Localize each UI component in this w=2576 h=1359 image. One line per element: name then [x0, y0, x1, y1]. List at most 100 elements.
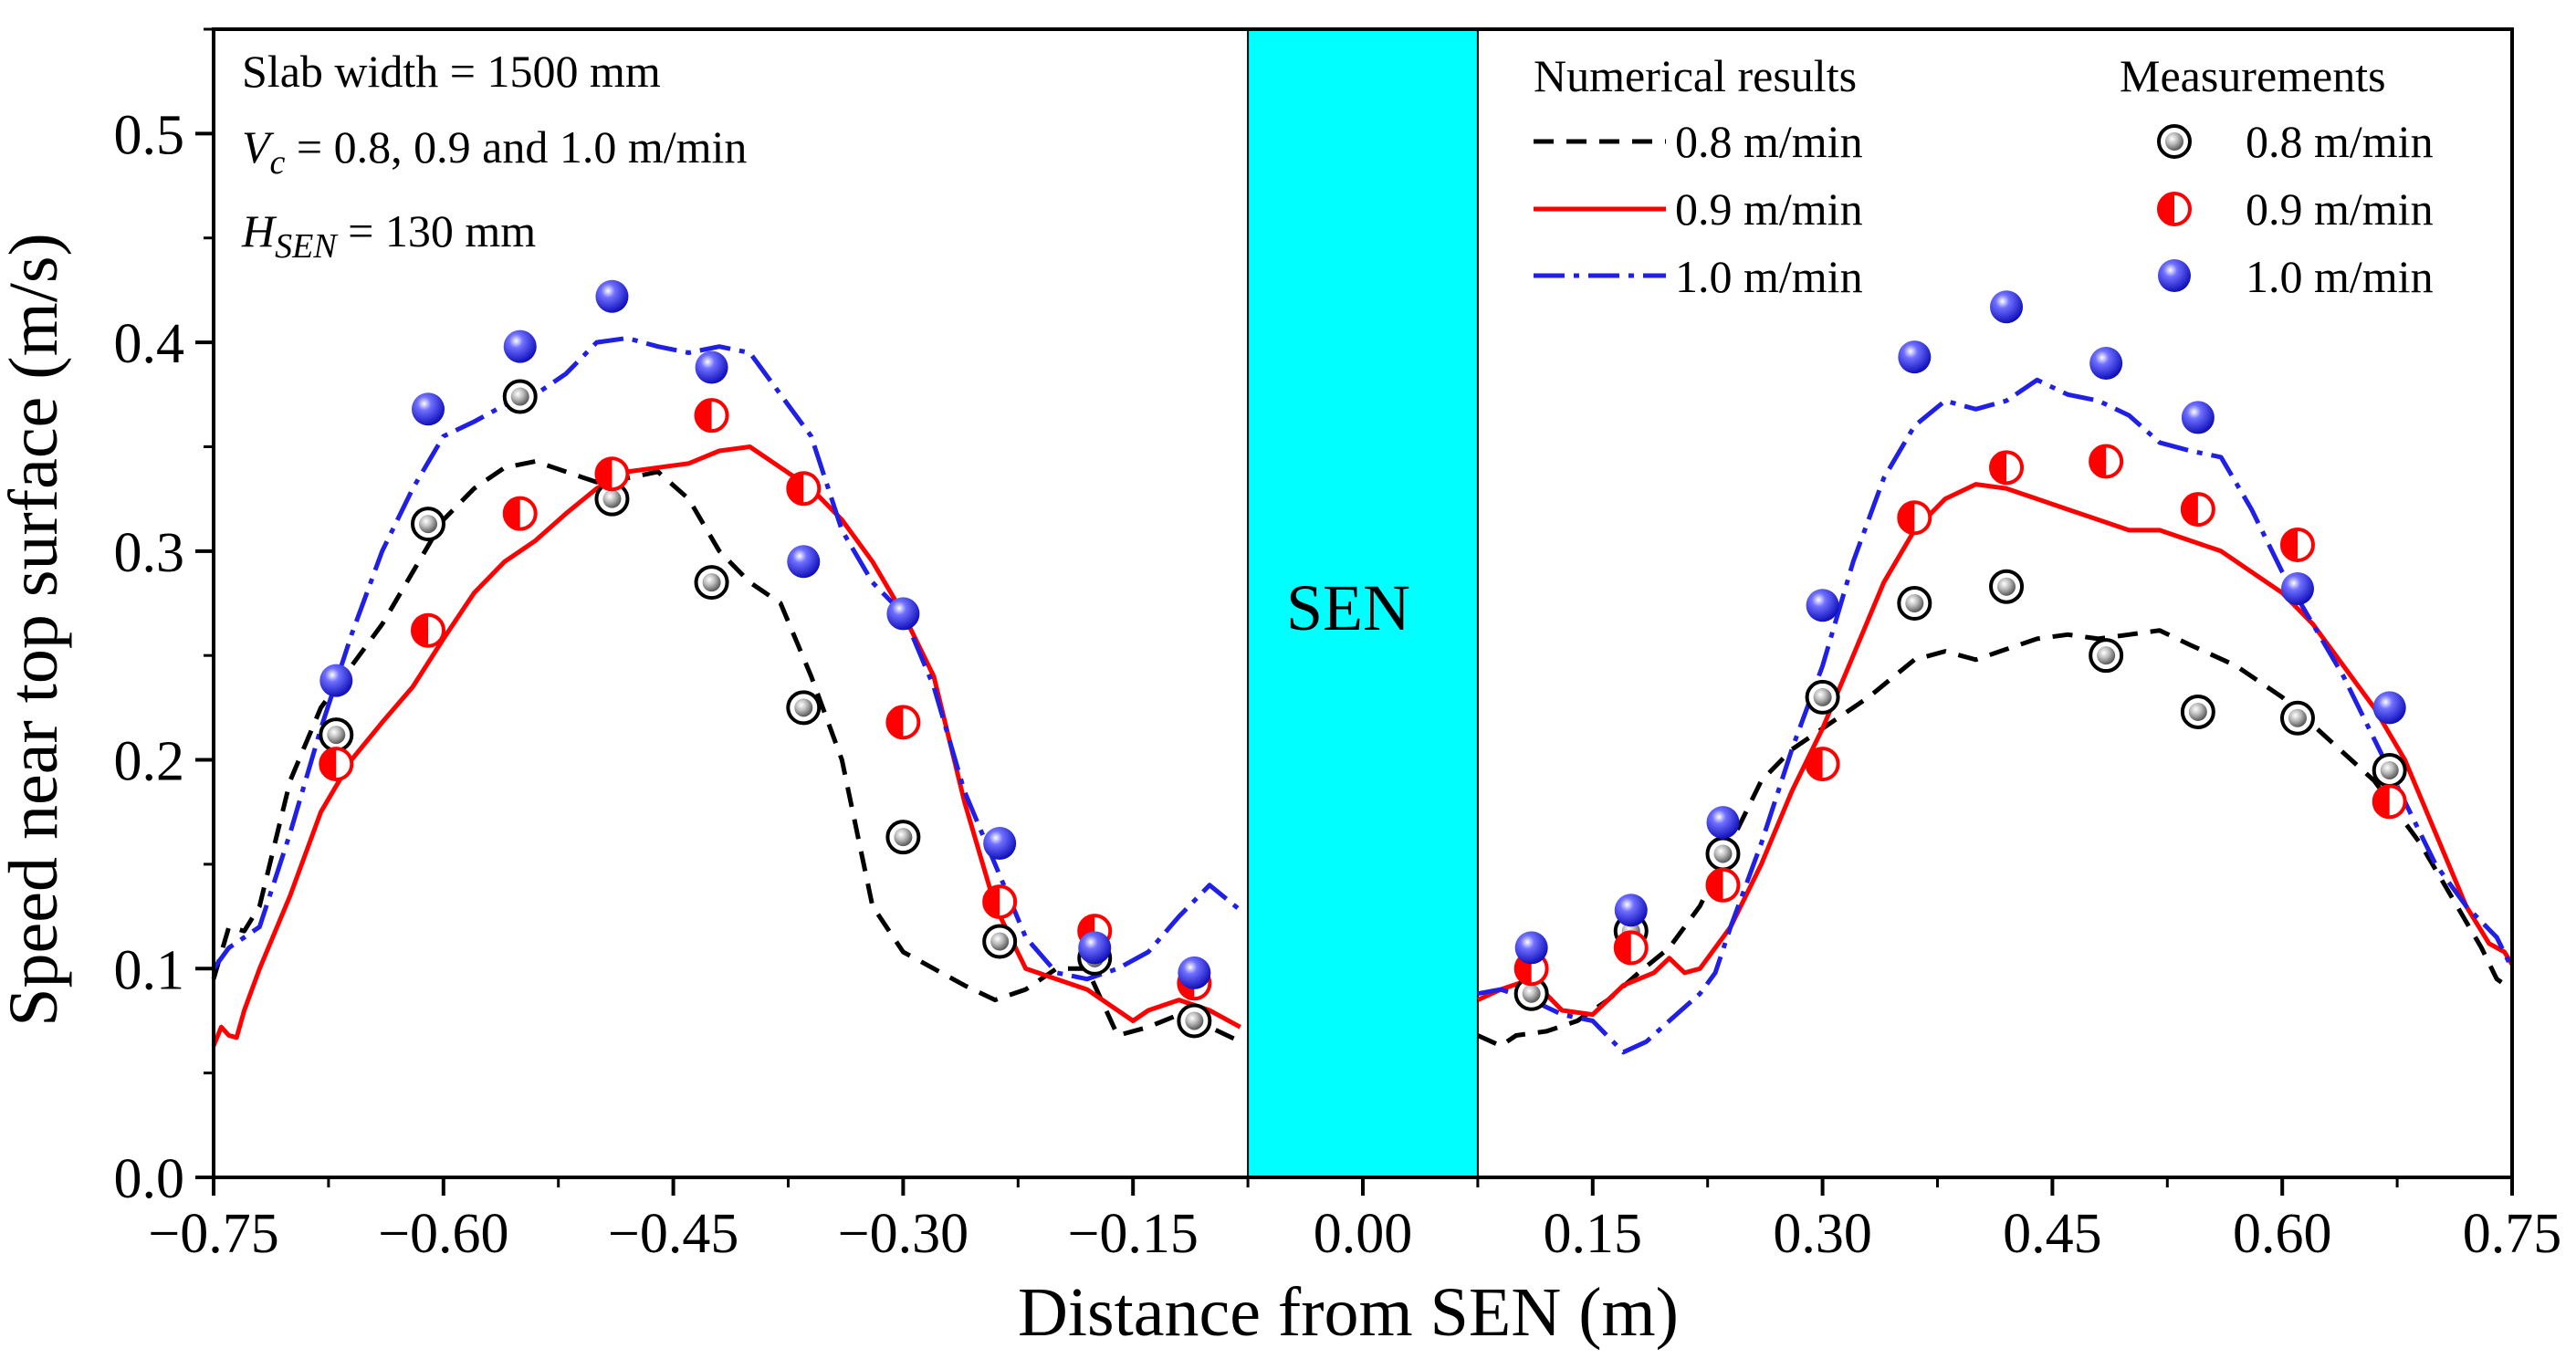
- marker-ball: [2380, 760, 2399, 779]
- marker-half-fill: [2373, 786, 2390, 818]
- annotation-vc-symbol: V: [242, 121, 275, 172]
- y-tick-label: 0.4: [114, 313, 185, 375]
- sen-label: SEN: [1286, 571, 1410, 644]
- marker-ball: [794, 698, 813, 717]
- marker-ball: [319, 664, 353, 697]
- measurement-point-1.0-m-min-19: [2372, 691, 2406, 725]
- marker-half-fill: [2090, 445, 2107, 477]
- legend: Numerical results Measurements 0.8 m/min…: [1534, 50, 2434, 302]
- measurement-point-1.0-m-min-13: [1806, 589, 1839, 622]
- sen-layer: [1247, 28, 1479, 1178]
- measurement-point-0.9-m-min-17: [2180, 492, 2215, 528]
- measurement-point-1.0-m-min-5: [787, 545, 821, 579]
- marker-half-fill: [2182, 494, 2198, 526]
- marker-ball: [2158, 259, 2191, 292]
- marker-ball: [1713, 844, 1733, 863]
- measurement-point-1.0-m-min-14: [1898, 340, 1932, 374]
- marker-ball: [894, 828, 913, 847]
- marker-ball: [787, 545, 821, 579]
- marker-ball: [419, 515, 438, 534]
- measurement-point-0.8-m-min-18: [2279, 700, 2315, 736]
- x-tick-label: 0.60: [2233, 1203, 2332, 1265]
- measurement-point-1.0-m-min-7: [983, 827, 1017, 861]
- measurement-point-1.0-m-min-10: [1514, 931, 1548, 965]
- legend-marker-0.9-m-min: [2157, 192, 2192, 226]
- measurement-point-0.8-m-min-7: [982, 924, 1018, 959]
- measurement-point-0.9-m-min-2: [502, 496, 538, 531]
- marker-half-fill: [788, 473, 804, 505]
- marker-ball: [1522, 984, 1541, 1003]
- measurement-point-0.8-m-min-5: [786, 690, 822, 726]
- marker-layer: [319, 279, 2407, 1039]
- marker-ball: [702, 573, 721, 592]
- marker-half-fill: [2159, 193, 2174, 225]
- measurement-point-0.9-m-min-6: [885, 705, 921, 740]
- marker-half-fill: [696, 400, 712, 432]
- x-axis-title: Distance from SEN (m): [1018, 1274, 1679, 1351]
- marker-ball: [2165, 132, 2183, 151]
- marker-ball: [1997, 577, 2016, 596]
- measurement-point-1.0-m-min-1: [412, 392, 445, 426]
- marker-ball: [602, 489, 622, 508]
- marker-ball: [886, 597, 920, 631]
- marker-ball: [1078, 931, 1112, 965]
- measurement-point-1.0-m-min-6: [886, 597, 920, 631]
- measurement-point-1.0-m-min-2: [503, 329, 537, 363]
- legend-measurement-label-1.0: 1.0 m/min: [2246, 251, 2434, 302]
- measurement-point-0.8-m-min-13: [1805, 679, 1840, 715]
- measurement-point-0.9-m-min-1: [411, 612, 446, 648]
- marker-ball: [412, 392, 445, 426]
- series-line-1.0-m-min-left: [211, 336, 1242, 982]
- marker-ball: [1514, 931, 1548, 965]
- x-tick-label: 0.45: [2003, 1203, 2102, 1265]
- x-tick-label: 0.75: [2463, 1203, 2562, 1265]
- series-layer: [211, 336, 2515, 1055]
- annotation-h-subscript: SEN: [275, 227, 339, 266]
- marker-half-fill: [984, 886, 1000, 918]
- y-axis-title: Speed near top surface (m/s): [0, 233, 72, 1026]
- marker-ball: [1706, 806, 1740, 840]
- marker-ball: [2372, 691, 2406, 725]
- marker-ball: [1898, 340, 1932, 374]
- y-tick-label: 0.1: [114, 939, 185, 1001]
- annotation-vc-values: = 0.8, 0.9 and 1.0 m/min: [285, 121, 747, 172]
- marker-ball: [1813, 687, 1832, 706]
- y-tick-label: 0.3: [114, 522, 185, 584]
- annotation-h-value: = 130 mm: [337, 205, 537, 256]
- legend-markers: [2157, 124, 2192, 292]
- measurement-point-1.0-m-min-17: [2181, 401, 2215, 434]
- marker-ball: [1178, 956, 1211, 989]
- measurement-point-0.9-m-min-3: [594, 456, 630, 492]
- series-line-0.9-m-min-left: [211, 444, 1241, 1047]
- marker-ball: [2089, 346, 2123, 380]
- measurement-point-0.9-m-min-0: [319, 747, 354, 782]
- marker-ball: [503, 329, 537, 363]
- measurement-point-0.9-m-min-4: [694, 398, 729, 434]
- measurement-point-1.0-m-min-15: [1990, 290, 2024, 324]
- series-line-0.8-m-min-left: [211, 459, 1241, 1044]
- marker-half-fill: [1899, 502, 1915, 534]
- marker-ball: [1185, 1011, 1204, 1030]
- marker-half-fill: [320, 748, 337, 780]
- measurement-point-1.0-m-min-16: [2089, 346, 2123, 380]
- y-tick-label: 0.2: [114, 731, 185, 793]
- annotation-casting-speed: Vc = 0.8, 0.9 and 1.0 m/min: [242, 121, 747, 182]
- annotation-sen-depth: HSEN = 130 mm: [241, 205, 536, 266]
- measurement-point-0.8-m-min-9: [1177, 1003, 1212, 1039]
- series-line-0.8-m-min-right: [1476, 628, 2514, 1049]
- marker-ball: [2280, 571, 2314, 605]
- legend-numerical-title: Numerical results: [1534, 50, 1857, 101]
- measurement-point-0.9-m-min-15: [1989, 450, 2025, 486]
- measurement-point-1.0-m-min-18: [2280, 571, 2314, 605]
- measurement-point-1.0-m-min-3: [595, 279, 629, 313]
- x-tick-label: −0.60: [378, 1203, 508, 1265]
- measurement-point-0.8-m-min-19: [2372, 752, 2407, 788]
- series-line-0.9-m-min-right: [1476, 482, 2515, 1018]
- x-tick-label: −0.45: [608, 1203, 738, 1265]
- legend-numerical-label-1.0: 1.0 m/min: [1675, 251, 1863, 302]
- marker-half-fill: [1806, 748, 1823, 780]
- legend-measurement-label-0.8: 0.8 m/min: [2246, 116, 2434, 167]
- marker-ball: [2188, 702, 2207, 721]
- measurement-point-0.8-m-min-3: [594, 481, 630, 517]
- marker-half-fill: [504, 497, 520, 529]
